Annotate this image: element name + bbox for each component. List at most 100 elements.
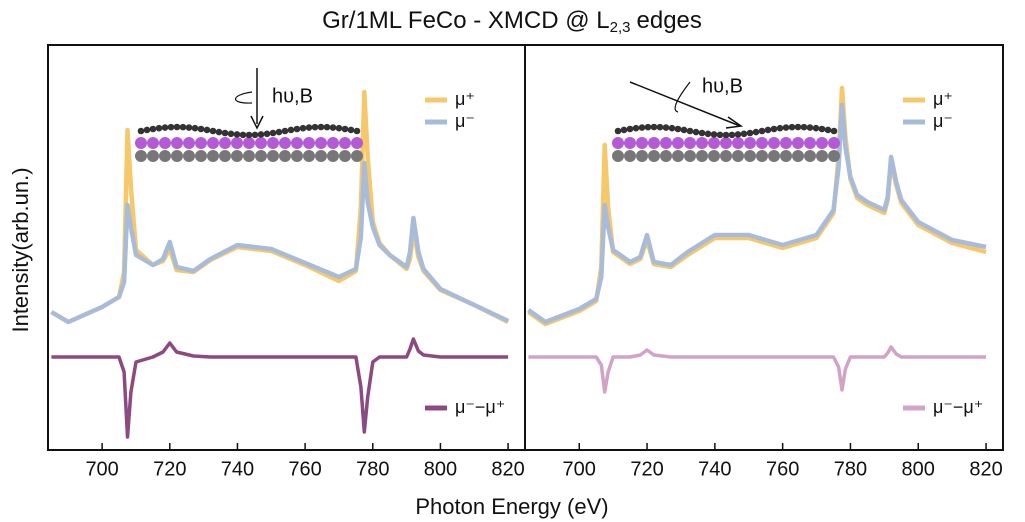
substrate-atom [339, 150, 351, 162]
series-line [528, 345, 986, 394]
graphene-atom [173, 123, 181, 131]
substrate-atom [768, 150, 780, 162]
graphene-atom [770, 125, 778, 133]
graphene-atom [800, 123, 808, 131]
graphene-atom [794, 123, 802, 131]
arrow-head [250, 115, 264, 130]
graphene-atom [299, 124, 307, 132]
title-main: Gr/1ML FeCo - XMCD @ L [322, 7, 610, 34]
substrate-atom [279, 150, 291, 162]
substrate-atom [648, 150, 660, 162]
graphene-atom [650, 123, 658, 131]
substrate-atom [315, 150, 327, 162]
substrate-atom [756, 150, 768, 162]
title-end: edges [637, 7, 702, 34]
graphene-atom [644, 123, 652, 131]
annotation: hυ,B [272, 85, 313, 107]
substrate-atom [327, 150, 339, 162]
substrate-atom [243, 150, 255, 162]
plot-frame [524, 44, 1004, 451]
substrate-atom [171, 150, 183, 162]
chart-title: Gr/1ML FeCo - XMCD @ L2,3 edges [322, 7, 702, 36]
x-tick-label: 700 [85, 458, 118, 480]
substrate-atom [804, 150, 816, 162]
feco-atom [828, 137, 840, 149]
feco-atom [303, 137, 315, 149]
feco-atom [159, 137, 171, 149]
arrow-head [725, 116, 744, 129]
graphene-atom [161, 124, 169, 131]
substrate-atom [660, 150, 672, 162]
substrate-atom [792, 150, 804, 162]
x-tick-label: 760 [288, 458, 321, 480]
x-tick-label: 800 [902, 458, 935, 480]
substrate-atom [291, 150, 303, 162]
feco-atom [672, 137, 684, 149]
substrate-atom [636, 150, 648, 162]
graphene-atom [323, 123, 331, 131]
feco-atom [315, 137, 327, 149]
graphene-atom [263, 130, 271, 138]
graphene-atom [824, 126, 832, 134]
feco-atom [231, 137, 243, 149]
graphene-atom [317, 123, 325, 131]
graphene-atom [167, 123, 175, 131]
graphene-atom [197, 125, 205, 133]
graphene-atom [269, 129, 277, 137]
legend-label: μ⁺ [933, 89, 953, 109]
graphene-atom [626, 125, 634, 133]
substrate-atom [159, 150, 171, 162]
feco-atom [792, 137, 804, 149]
substrate-atom [720, 150, 732, 162]
substrate-atom [195, 150, 207, 162]
feco-atom [351, 137, 363, 149]
feco-atom [135, 137, 147, 149]
x-tick-label: 760 [766, 458, 799, 480]
x-tick-label: 720 [630, 458, 663, 480]
helicity-loop [674, 81, 691, 113]
title-subscript: 2,3 [610, 19, 631, 36]
substrate-atom [351, 150, 363, 162]
substrate-atom [135, 150, 147, 162]
substrate-atom [780, 150, 792, 162]
y-axis-label: Intensity(arb.un.) [8, 167, 33, 332]
graphene-atom [716, 131, 724, 139]
graphene-atom [347, 126, 355, 134]
substrate-atom [708, 150, 720, 162]
legend-label: μ⁻−μ⁺ [455, 397, 505, 417]
series-line [527, 102, 987, 325]
graphene-atom [239, 131, 247, 139]
x-tick-label: 780 [356, 458, 389, 480]
x-tick-label: 820 [969, 458, 1002, 480]
graphene-atom [275, 128, 283, 136]
substrate-atom [672, 150, 684, 162]
graphene-atom [227, 130, 235, 138]
graphene-atom [614, 127, 622, 135]
graphene-atom [191, 124, 199, 132]
substrate-atom [147, 150, 159, 162]
graphene-atom [812, 124, 820, 132]
graphene-atom [257, 131, 265, 138]
graphene-atom [758, 127, 766, 135]
graphene-atom [806, 124, 814, 131]
graphene-atom [329, 124, 337, 131]
feco-atom [648, 137, 660, 149]
graphene-atom [740, 130, 748, 138]
graphene-atom [281, 127, 289, 135]
graphene-atom [251, 131, 259, 139]
feco-atom [243, 137, 255, 149]
x-tick-label: 720 [153, 458, 186, 480]
feco-atom [171, 137, 183, 149]
feco-atom [327, 137, 339, 149]
graphene-atom [155, 124, 163, 132]
graphene-atom [287, 126, 295, 134]
graphene-atom [632, 124, 640, 132]
graphene-atom [203, 126, 211, 134]
graphene-atom [638, 124, 646, 131]
substrate-atom [828, 150, 840, 162]
graphene-atom [734, 131, 742, 138]
x-tick-label: 800 [424, 458, 457, 480]
feco-atom [684, 137, 696, 149]
annotation: hυ,B [702, 75, 743, 97]
